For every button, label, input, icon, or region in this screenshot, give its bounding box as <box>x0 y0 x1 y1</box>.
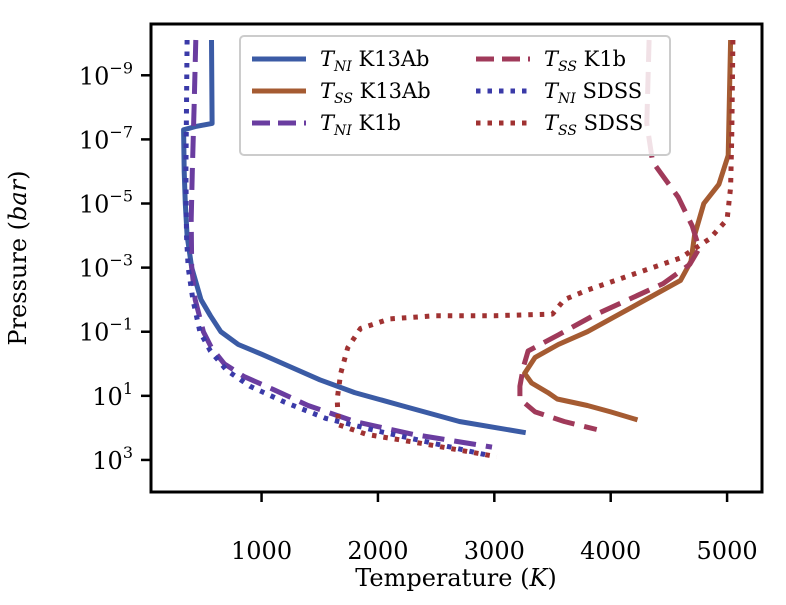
series-line-1 <box>522 39 734 423</box>
x-axis-ticks: 1000 2000 3000 4000 5000 <box>231 492 758 565</box>
plot-lines <box>181 39 736 460</box>
series-line-5 <box>334 39 736 460</box>
x-tick-label: 2000 <box>347 537 408 565</box>
x-tick-label: 4000 <box>580 537 641 565</box>
series-line-3 <box>517 39 702 432</box>
legend: TNI K13Ab TSS K13Ab TNI K1b TSS K1b TNI SDSS… <box>239 35 671 156</box>
y-tick-label: 101 <box>92 379 133 411</box>
legend-label-4: TNI SDSS <box>544 79 642 107</box>
y-tick-label: 103 <box>92 443 133 475</box>
legend-label-2: TNI K1b <box>320 111 401 139</box>
legend-label-5: TSS SDSS <box>544 111 643 139</box>
legend-label-3: TSS K1b <box>544 47 626 75</box>
y-axis-ticks: 10−9 10−7 10−5 10−3 10−1 101 103 <box>79 58 151 475</box>
legend-box <box>239 35 671 156</box>
plot-frame <box>149 22 764 494</box>
legend-label-0: TNI K13Ab <box>320 47 430 75</box>
series-line-4 <box>183 39 488 458</box>
x-axis-label: Temperature (K) <box>355 564 557 592</box>
y-axis-label: Pressure (bar) <box>4 170 32 345</box>
y-tick-label: 10−9 <box>79 58 133 90</box>
y-tick-label: 10−7 <box>79 122 133 154</box>
x-tick-label: 5000 <box>697 537 758 565</box>
legend-label-1: TSS K13Ab <box>320 79 431 107</box>
y-tick-label: 10−5 <box>79 187 133 219</box>
x-tick-label: 1000 <box>231 537 292 565</box>
y-tick-label: 10−3 <box>79 251 133 283</box>
x-tick-label: 3000 <box>464 537 525 565</box>
y-tick-label: 10−1 <box>79 315 133 347</box>
series-line-0 <box>181 39 527 436</box>
